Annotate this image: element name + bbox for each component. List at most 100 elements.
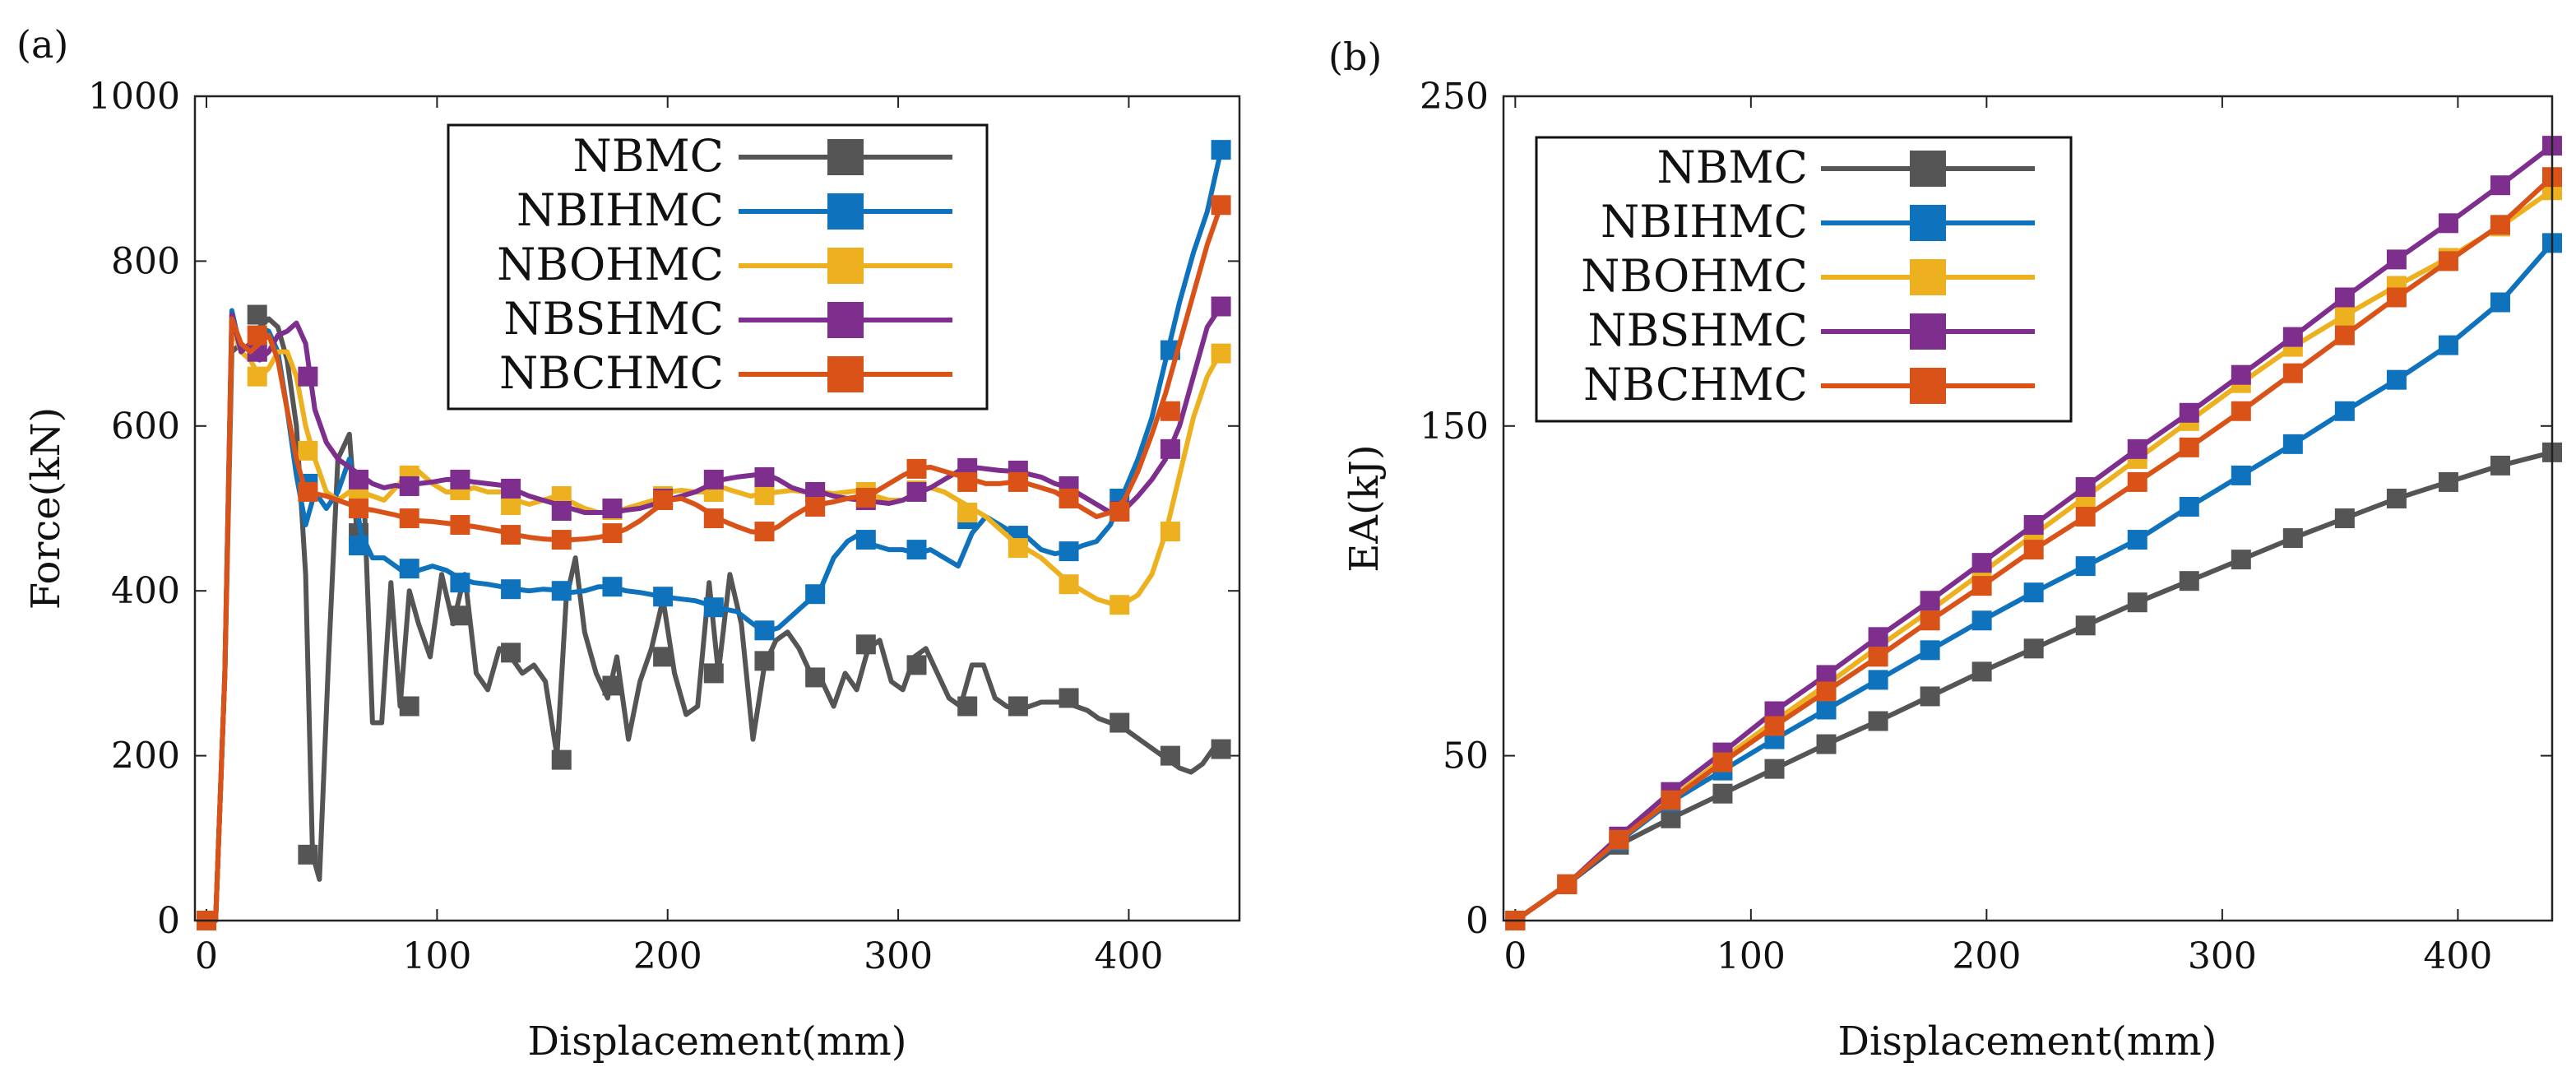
force-marker-nbihmc xyxy=(349,536,369,556)
force-marker-nbmc xyxy=(298,844,318,865)
ea-xtick-label: 400 xyxy=(2423,935,2492,977)
force-marker-nbmc xyxy=(1211,739,1231,759)
ea-marker-nbchmc xyxy=(2179,437,2199,457)
force-marker-nbohmc xyxy=(1059,574,1079,595)
force-marker-nbmc xyxy=(247,304,267,325)
force-legend-label-nbohmc: NBOHMC xyxy=(497,239,724,290)
force-marker-nbohmc xyxy=(754,485,775,505)
force-series-line-nbohmc xyxy=(204,324,1224,923)
ea-legend-marker-nbihmc xyxy=(1910,205,1946,241)
force-xtick-label: 200 xyxy=(633,935,702,977)
force-marker-nbchmc xyxy=(653,489,674,510)
force-marker-nbohmc xyxy=(298,440,318,461)
ea-marker-nbihmc xyxy=(2334,401,2355,421)
force-marker-nbihmc xyxy=(551,581,572,601)
ea-ytick-label: 250 xyxy=(1420,76,1489,118)
ea-marker-nbmc xyxy=(2023,638,2044,659)
ea-marker-nbmc xyxy=(2231,550,2251,570)
force-marker-nbchmc xyxy=(247,325,267,346)
force-marker-nbchmc xyxy=(1110,502,1130,522)
ea-legend-label-nbihmc: NBIHMC xyxy=(1601,196,1808,248)
force-marker-nbmc xyxy=(501,643,521,663)
force-marker-nbshmc xyxy=(602,499,623,518)
force-chart-frame xyxy=(193,95,1241,922)
force-marker-nbmc xyxy=(551,749,572,770)
ea-marker-nbmc xyxy=(2282,528,2303,549)
ea-marker-nbihmc xyxy=(1868,670,1888,690)
force-legend-marker-nbihmc xyxy=(827,193,864,230)
ea-marker-nbchmc xyxy=(2334,325,2355,346)
force-marker-nbchmc xyxy=(703,508,724,529)
force-marker-nbshmc xyxy=(298,366,318,387)
force-series-line-nbmc xyxy=(204,316,1217,923)
ea-marker-nbihmc xyxy=(2490,292,2510,313)
force-marker-nbohmc xyxy=(1211,343,1231,364)
ea-marker-nbihmc xyxy=(2438,335,2458,355)
ea-ytick-label: 50 xyxy=(1443,735,1489,777)
force-marker-nbshmc xyxy=(501,478,521,499)
ea-marker-nbshmc xyxy=(1868,627,1888,647)
ea-marker-nbchmc xyxy=(2075,507,2096,527)
ea-marker-nbchmc xyxy=(1971,576,1992,596)
force-series-line-nbihmc xyxy=(204,147,1224,923)
force-marker-nbmc xyxy=(805,667,826,688)
ea-marker-nbmc xyxy=(1712,783,1733,804)
force-ytick-label: 600 xyxy=(111,406,180,448)
force-marker-nbihmc xyxy=(703,597,724,618)
ea-xtick-label: 100 xyxy=(1717,935,1786,977)
force-marker-nbshmc xyxy=(906,481,927,502)
force-marker-nbchmc xyxy=(1008,471,1028,492)
force-marker-nbihmc xyxy=(602,577,623,597)
force-marker-nbshmc xyxy=(399,476,419,496)
ea-marker-nbshmc xyxy=(2075,476,2096,497)
ea-marker-nbshmc xyxy=(2127,438,2147,459)
force-marker-nbshmc xyxy=(450,469,470,489)
ea-marker-nbchmc xyxy=(1661,790,1681,810)
ea-marker-nbihmc xyxy=(2075,556,2096,577)
ea-marker-nbshmc xyxy=(2438,213,2458,234)
energy-absorption-chart-frame xyxy=(1502,95,2554,922)
panel-a-label: (a) xyxy=(16,22,68,67)
force-marker-nbohmc xyxy=(1008,538,1028,559)
ea-marker-nbshmc xyxy=(2179,402,2199,423)
ea-marker-nbshmc xyxy=(2386,249,2407,270)
force-ytick-label: 200 xyxy=(111,735,180,777)
ea-marker-nbchmc xyxy=(1557,874,1578,894)
force-marker-nbohmc xyxy=(957,503,978,523)
ea-ytick-label: 0 xyxy=(1466,900,1489,942)
force-ytick-label: 400 xyxy=(111,570,180,612)
force-marker-nbohmc xyxy=(247,366,267,387)
force-marker-nbchmc xyxy=(349,499,369,518)
ea-marker-nbshmc xyxy=(1971,553,1992,573)
ea-marker-nbmc xyxy=(1764,759,1785,779)
force-legend-label-nbmc: NBMC xyxy=(572,130,724,182)
ea-marker-nbchmc xyxy=(1764,716,1785,736)
ea-marker-nbchmc xyxy=(1868,647,1888,667)
force-marker-nbihmc xyxy=(399,559,419,579)
ea-marker-nbchmc xyxy=(1609,829,1629,850)
force-marker-nbmc xyxy=(1160,745,1180,766)
ea-marker-nbchmc xyxy=(2438,251,2458,271)
force-chart-xlabel: Displacement(mm) xyxy=(527,1018,906,1065)
ea-marker-nbchmc xyxy=(2282,363,2303,383)
ea-legend-label-nbmc: NBMC xyxy=(1656,142,1808,193)
ea-xtick-label: 200 xyxy=(1952,935,2021,977)
force-marker-nbshmc xyxy=(1211,296,1231,317)
ea-marker-nbihmc xyxy=(2231,465,2251,485)
force-marker-nbmc xyxy=(906,655,927,675)
force-marker-nbchmc xyxy=(1211,195,1231,216)
energy-absorption-chart-xlabel: Displacement(mm) xyxy=(1837,1018,2217,1065)
energy-absorption-chart: 0 100 200 300 400050150250NBMCNBIHMCNBOHMCNB… xyxy=(1420,76,2562,977)
ea-xtick-label: 0 xyxy=(1503,935,1527,977)
force-marker-nbchmc xyxy=(501,525,521,545)
force-marker-nbchmc xyxy=(298,481,318,502)
force-xtick-label: 0 xyxy=(195,935,218,977)
force-marker-nbmc xyxy=(703,663,724,684)
ea-marker-nbchmc xyxy=(2231,401,2251,421)
force-marker-nbmc xyxy=(1008,696,1028,717)
ea-marker-nbihmc xyxy=(1971,610,1992,631)
force-marker-nbmc xyxy=(450,605,470,626)
ea-marker-nbmc xyxy=(1920,686,1940,707)
force-marker-nbshmc xyxy=(551,501,572,522)
force-marker-nbchmc xyxy=(1160,401,1180,421)
